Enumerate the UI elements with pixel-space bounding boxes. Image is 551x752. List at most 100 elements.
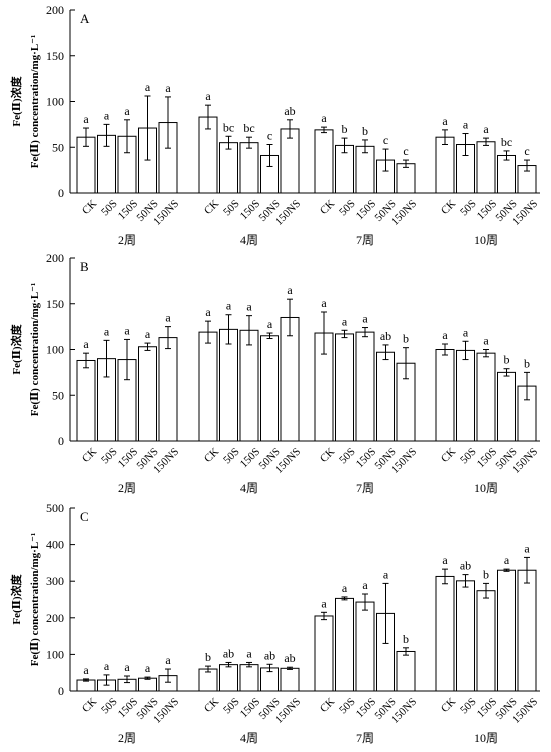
significance-letter: a (246, 646, 252, 660)
significance-letter: a (124, 323, 130, 337)
significance-letter: c (267, 129, 272, 143)
significance-letter: a (442, 553, 448, 567)
group-label: 7周 (356, 233, 374, 247)
significance-letter: c (524, 144, 529, 158)
y-tick-label: 500 (46, 501, 64, 515)
bar (497, 569, 516, 692)
bar (435, 136, 455, 194)
group-label: 4周 (240, 481, 258, 495)
significance-letter: a (383, 567, 389, 581)
significance-letter: b (403, 632, 409, 646)
significance-letter: a (83, 337, 89, 351)
bar (355, 145, 375, 194)
significance-letter: ab (460, 559, 471, 573)
bar (497, 154, 516, 194)
x-tick-label: CK (318, 696, 337, 715)
x-tick-label: CK (202, 696, 221, 715)
bar (219, 142, 238, 194)
bar (335, 597, 354, 692)
significance-letter: c (403, 144, 408, 158)
significance-letter: b (524, 356, 530, 370)
significance-letter: a (104, 324, 110, 338)
panel-label: A (80, 11, 90, 26)
significance-letter: a (342, 581, 348, 595)
y-tick-label: 0 (58, 684, 64, 698)
significance-letter: a (83, 663, 89, 677)
bar (138, 346, 157, 442)
significance-letter: a (483, 334, 489, 348)
significance-letter: a (524, 541, 530, 555)
bar (476, 590, 496, 692)
bar (138, 677, 157, 692)
y-tick-label: 0 (58, 186, 64, 200)
significance-letter: a (246, 300, 252, 314)
significance-letter: bc (501, 135, 512, 149)
y-axis-title-en: Fe(Ⅱ) concentration/mg·L⁻¹ (29, 35, 41, 169)
significance-letter: b (504, 353, 510, 367)
x-tick-label: CK (80, 446, 99, 465)
bar (396, 163, 416, 194)
significance-letter: a (124, 104, 130, 118)
group-label: 4周 (240, 731, 258, 745)
y-tick-label: 100 (46, 95, 64, 109)
bar (239, 329, 259, 442)
bar (435, 575, 455, 692)
significance-letter: ab (380, 329, 391, 343)
significance-letter: c (383, 133, 388, 147)
significance-letter: a (442, 114, 448, 128)
significance-letter: ab (264, 648, 275, 662)
significance-letter: a (205, 89, 211, 103)
significance-letter: a (124, 660, 130, 674)
x-tick-label: CK (439, 198, 458, 217)
bar (335, 333, 354, 442)
significance-letter: a (321, 596, 327, 610)
y-tick-label: 100 (46, 647, 64, 661)
bar (239, 142, 259, 194)
group-label: 2周 (118, 233, 136, 247)
bar (280, 667, 300, 692)
y-axis-title-cn: Fe(Ⅱ)浓度 (9, 573, 23, 624)
bar (476, 141, 496, 194)
bar (456, 580, 475, 692)
group-label: 4周 (240, 233, 258, 247)
group-label: 2周 (118, 731, 136, 745)
significance-letter: a (205, 305, 211, 319)
bar (376, 351, 395, 442)
bar (219, 664, 238, 692)
significance-letter: ab (223, 646, 234, 660)
significance-letter: a (362, 578, 368, 592)
panel-B: 0 50 100 150 200 B Fe(Ⅱ)浓度 Fe(Ⅱ) concentration/… (9, 251, 540, 495)
bar (456, 349, 475, 442)
significance-letter: a (321, 111, 327, 125)
bar (396, 650, 416, 692)
y-tick-label: 300 (46, 574, 64, 588)
significance-letter: bc (243, 121, 254, 135)
y-axis-title-cn: Fe(Ⅱ)浓度 (9, 75, 23, 126)
bar (260, 335, 279, 442)
x-tick-label: CK (318, 446, 337, 465)
y-axis-title-en: Fe(Ⅱ) concentration/mg·L⁻¹ (29, 533, 41, 667)
group-label: 10周 (474, 233, 498, 247)
x-tick-label: CK (439, 696, 458, 715)
bar (76, 359, 96, 442)
significance-letter: a (165, 653, 171, 667)
y-tick-label: 100 (46, 343, 64, 357)
y-tick-label: 150 (46, 49, 64, 63)
group-label: 7周 (356, 481, 374, 495)
significance-letter: b (205, 650, 211, 664)
significance-letter: a (504, 553, 510, 567)
bar (76, 679, 96, 692)
significance-letter: a (287, 283, 293, 297)
y-tick-label: 50 (52, 388, 64, 402)
panel-A: 0 50 100 150 200 A Fe(Ⅱ)浓度 Fe(Ⅱ) concentration/… (9, 3, 540, 247)
significance-letter: b (403, 332, 409, 346)
bar (476, 352, 496, 442)
bar (517, 569, 537, 692)
significance-letter: a (83, 112, 89, 126)
significance-letter: a (145, 327, 151, 341)
group-label: 2周 (118, 481, 136, 495)
bar (355, 601, 375, 692)
y-tick-label: 200 (46, 3, 64, 17)
panel-label: B (80, 259, 89, 274)
